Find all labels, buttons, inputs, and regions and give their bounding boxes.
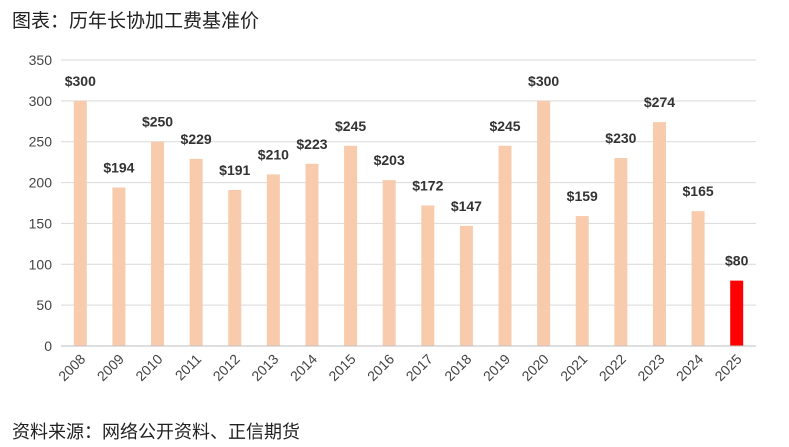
y-tick-label: 200	[29, 175, 53, 191]
data-label-2020: $300	[528, 73, 559, 89]
bar-2008	[73, 100, 87, 346]
x-tick-label-2009: 2009	[94, 351, 127, 384]
data-label-2008: $300	[65, 73, 96, 89]
x-tick-label-2008: 2008	[55, 351, 88, 384]
data-label-2019: $245	[489, 118, 520, 134]
x-tick-label-2019: 2019	[480, 351, 513, 384]
data-label-2015: $245	[335, 118, 366, 134]
x-tick-label-2025: 2025	[711, 351, 744, 384]
data-label-2016: $203	[374, 152, 405, 168]
bar-2025	[730, 280, 744, 346]
x-tick-label-2020: 2020	[518, 351, 551, 384]
bar-2014	[305, 163, 319, 346]
bar-2019	[498, 145, 512, 346]
bar-2013	[266, 174, 280, 346]
bar-2024	[691, 211, 705, 346]
x-tick-label-2013: 2013	[248, 351, 281, 384]
x-tick-label-2010: 2010	[132, 351, 165, 384]
bar-2015	[344, 145, 358, 346]
grid-lines	[61, 59, 756, 306]
x-tick-label-2022: 2022	[596, 351, 629, 384]
bar-2018	[459, 225, 473, 346]
x-tick-label-2014: 2014	[287, 351, 320, 384]
chart-title: 图表：历年长协加工费基准价	[12, 10, 260, 32]
y-tick-label: 0	[44, 338, 52, 354]
bar-2012	[228, 189, 242, 346]
data-label-2024: $165	[683, 183, 714, 199]
data-label-2009: $194	[103, 159, 134, 175]
y-axis-ticks: 0 50 100 150 200 250 300 350	[29, 52, 53, 354]
data-label-2023: $274	[644, 94, 675, 110]
bar-2023	[652, 122, 666, 346]
bar-2010	[151, 141, 165, 346]
bar-2009	[112, 187, 126, 346]
data-label-2012: $191	[219, 162, 250, 178]
y-tick-label: 350	[29, 52, 53, 68]
data-label-2017: $172	[412, 177, 443, 193]
x-tick-label-2017: 2017	[403, 351, 436, 384]
bar-2016	[382, 180, 396, 346]
x-tick-label-2023: 2023	[634, 351, 667, 384]
y-tick-label: 100	[29, 256, 53, 272]
bar-2022	[614, 158, 628, 346]
bar-2017	[421, 205, 435, 346]
x-tick-label-2011: 2011	[172, 351, 205, 384]
x-tick-label-2024: 2024	[673, 351, 706, 384]
data-labels: $300 $194 $250 $229 $191 $210 $223 $245 $203 $172…	[65, 73, 749, 269]
x-axis-ticks: 2008 2009 2010 2011 2012 2013 2014 2015 2016 2017…	[55, 351, 745, 384]
bar-2020	[537, 100, 551, 346]
y-tick-label: 50	[36, 297, 52, 313]
y-tick-label: 150	[29, 215, 53, 231]
data-label-2018: $147	[451, 198, 482, 214]
data-label-2013: $210	[258, 146, 289, 162]
bar-2021	[575, 216, 589, 346]
data-label-2025: $80	[725, 253, 749, 269]
x-tick-label-2015: 2015	[325, 351, 358, 384]
data-label-2010: $250	[142, 114, 173, 130]
x-tick-label-2021: 2021	[557, 351, 590, 384]
y-tick-label: 250	[29, 134, 53, 150]
source-note: 资料来源：网络公开资料、正信期货	[12, 422, 300, 443]
bars	[73, 100, 744, 346]
data-label-2022: $230	[605, 130, 636, 146]
y-tick-label: 300	[29, 93, 53, 109]
x-tick-label-2016: 2016	[364, 351, 397, 384]
bar-2011	[189, 158, 203, 346]
x-tick-label-2018: 2018	[441, 351, 474, 384]
data-label-2021: $159	[567, 188, 598, 204]
data-label-2014: $223	[296, 136, 327, 152]
data-label-2011: $229	[181, 131, 212, 147]
x-tick-label-2012: 2012	[210, 351, 243, 384]
